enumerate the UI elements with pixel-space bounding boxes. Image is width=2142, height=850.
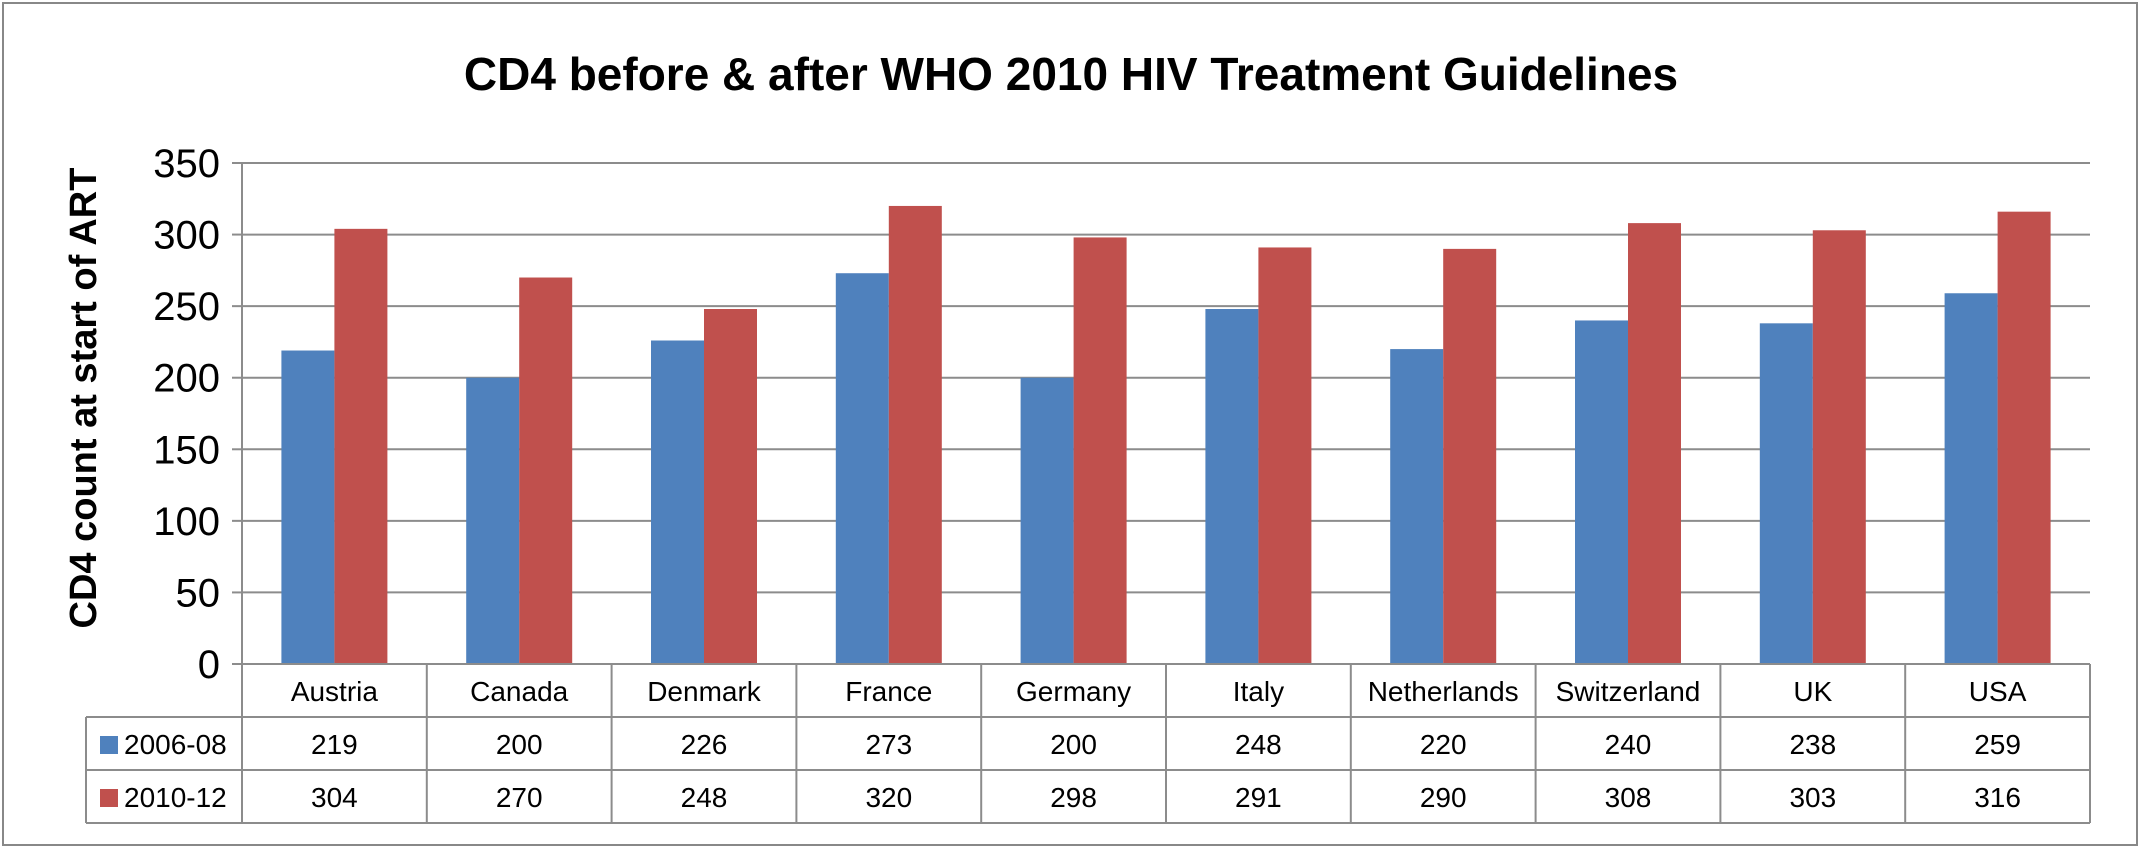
y-axis-ticks: 0 50 100 150 200 250 300 350 xyxy=(153,142,220,687)
table-cell: 219 xyxy=(311,729,358,760)
bar-2010-12-Switzerland xyxy=(1628,223,1681,664)
bar-2010-12-Germany xyxy=(1073,237,1127,665)
y-tick-label: 200 xyxy=(153,357,220,401)
bar-2006-08-Italy xyxy=(1205,309,1259,664)
category-label: Denmark xyxy=(647,676,762,707)
y-tick-label: 150 xyxy=(153,428,220,472)
legend-swatch xyxy=(100,789,118,807)
bar-2006-08-Canada xyxy=(466,377,520,664)
y-tick-label: 250 xyxy=(153,285,220,329)
table-cell: 290 xyxy=(1420,782,1467,813)
table-cell: 248 xyxy=(681,782,728,813)
table-cell: 238 xyxy=(1789,729,1836,760)
y-tick-label: 350 xyxy=(153,142,220,186)
data-table: Austria Canada Denmark France Germany Italy Ne… xyxy=(85,663,2091,824)
category-label: France xyxy=(845,676,932,707)
bar-2010-12-USA xyxy=(1997,211,2051,664)
category-label: Italy xyxy=(1233,676,1284,707)
bar-2006-08-Switzerland xyxy=(1575,320,1628,664)
category-label: Canada xyxy=(470,676,569,707)
y-tick-label: 50 xyxy=(176,571,221,615)
bar-2010-12-Italy xyxy=(1258,247,1312,664)
table-cell: 304 xyxy=(311,782,358,813)
y-axis-label: CD4 count at start of ART xyxy=(63,168,105,629)
bar-2010-12-Netherlands xyxy=(1443,248,1497,664)
bar-2006-08-Denmark xyxy=(651,340,704,664)
category-label: USA xyxy=(1969,676,2027,707)
table-cell: 248 xyxy=(1235,729,1282,760)
table-cell: 298 xyxy=(1050,782,1097,813)
legend-label: 2010-12 xyxy=(124,782,227,813)
category-label: UK xyxy=(1793,676,1832,707)
category-label: Austria xyxy=(291,676,379,707)
bar-2010-12-France xyxy=(888,205,942,664)
bar-2006-08-Germany xyxy=(1020,377,1074,664)
bar-2006-08-Austria xyxy=(281,350,335,664)
bar-2010-12-Canada xyxy=(519,277,573,664)
y-tick-label: 100 xyxy=(153,500,220,544)
table-cell: 259 xyxy=(1974,729,2021,760)
legend-swatch xyxy=(100,736,118,754)
category-label: Germany xyxy=(1016,676,1131,707)
table-cell: 303 xyxy=(1789,782,1836,813)
bar-2006-08-UK xyxy=(1759,323,1813,664)
category-label: Netherlands xyxy=(1368,676,1519,707)
bar-2010-12-UK xyxy=(1812,230,1866,664)
category-label: Switzerland xyxy=(1556,676,1701,707)
table-cell: 220 xyxy=(1420,729,1467,760)
bar-2006-08-USA xyxy=(1944,293,1998,664)
bar-2010-12-Denmark xyxy=(704,309,757,664)
table-cell: 273 xyxy=(865,729,912,760)
legend-label: 2006-08 xyxy=(124,729,227,760)
table-cell: 316 xyxy=(1974,782,2021,813)
table-cell: 226 xyxy=(681,729,728,760)
bar-2006-08-France xyxy=(835,273,889,664)
bars xyxy=(281,205,2051,665)
table-cell: 240 xyxy=(1605,729,1652,760)
table-cell: 308 xyxy=(1605,782,1652,813)
y-tick-label: 0 xyxy=(198,643,220,687)
bar-2010-12-Austria xyxy=(334,228,388,665)
bar-2006-08-Netherlands xyxy=(1390,349,1444,664)
chart-title: CD4 before & after WHO 2010 HIV Treatmen… xyxy=(464,48,1678,100)
table-cell: 200 xyxy=(496,729,543,760)
table-cell: 291 xyxy=(1235,782,1282,813)
y-tick-label: 300 xyxy=(153,214,220,258)
table-cell: 270 xyxy=(496,782,543,813)
table-cell: 320 xyxy=(865,782,912,813)
table-cell: 200 xyxy=(1050,729,1097,760)
